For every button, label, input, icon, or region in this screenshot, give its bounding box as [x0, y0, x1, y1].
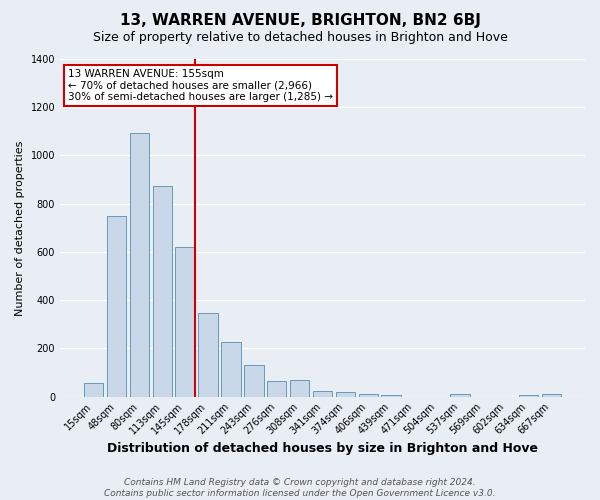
Bar [107, 216, 126, 396]
Text: Size of property relative to detached houses in Brighton and Hove: Size of property relative to detached ho… [92, 31, 508, 44]
Bar [221, 342, 241, 396]
Text: 13 WARREN AVENUE: 155sqm
← 70% of detached houses are smaller (2,966)
30% of sem: 13 WARREN AVENUE: 155sqm ← 70% of detach… [68, 69, 333, 102]
Bar [152, 186, 172, 396]
Bar [542, 394, 561, 396]
Bar [244, 366, 263, 396]
Bar [290, 380, 310, 396]
Bar [450, 394, 470, 396]
Bar [267, 381, 286, 396]
Bar [359, 394, 378, 396]
Bar [199, 314, 218, 396]
Text: Contains HM Land Registry data © Crown copyright and database right 2024.
Contai: Contains HM Land Registry data © Crown c… [104, 478, 496, 498]
Bar [335, 392, 355, 396]
Y-axis label: Number of detached properties: Number of detached properties [15, 140, 25, 316]
Bar [84, 384, 103, 396]
Bar [313, 390, 332, 396]
Bar [175, 247, 195, 396]
Text: 13, WARREN AVENUE, BRIGHTON, BN2 6BJ: 13, WARREN AVENUE, BRIGHTON, BN2 6BJ [119, 12, 481, 28]
X-axis label: Distribution of detached houses by size in Brighton and Hove: Distribution of detached houses by size … [107, 442, 538, 455]
Bar [130, 132, 149, 396]
